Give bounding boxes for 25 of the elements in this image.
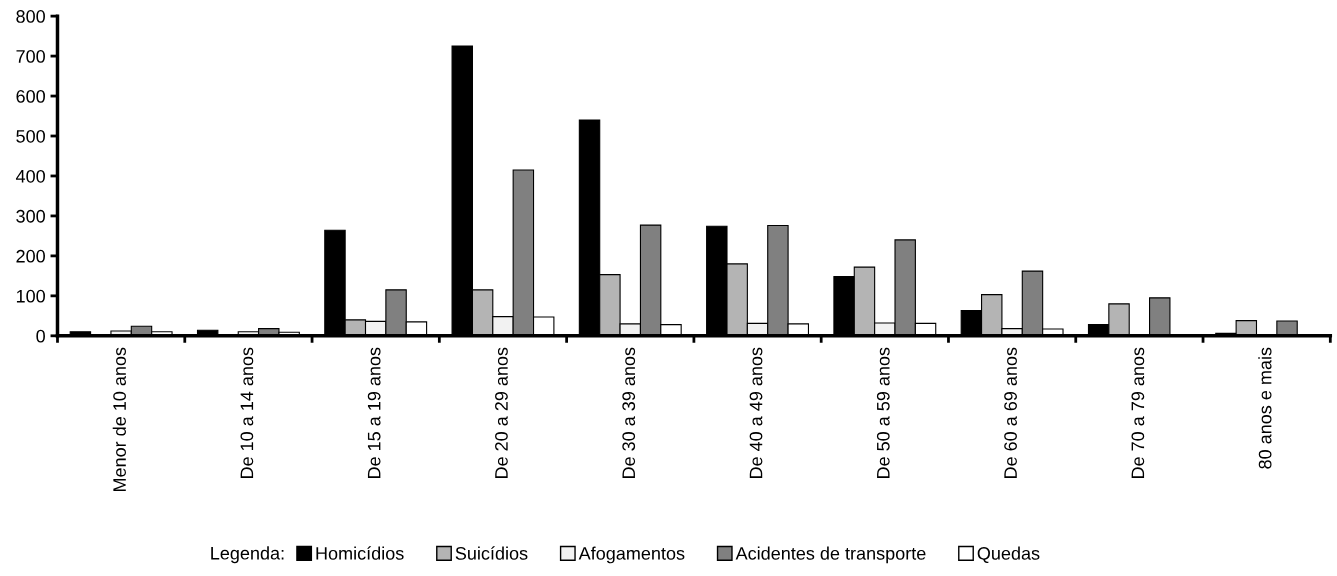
y-tick-label: 100 — [16, 289, 45, 303]
x-tick-label: De 30 a 39 anos — [622, 347, 636, 479]
legend-label: Afogamentos — [578, 546, 685, 564]
x-tick-label: Menor de 10 anos — [112, 347, 126, 492]
legend-label: Quedas — [977, 546, 1040, 564]
legend-label: Homicídios — [316, 546, 404, 560]
x-tick-label: De 15 a 19 anos — [367, 347, 381, 479]
x-tick-label: De 50 a 59 anos — [876, 347, 890, 479]
y-tick-label: 500 — [16, 129, 45, 143]
y-tick-label: 700 — [16, 50, 45, 63]
y-tick-label: 0 — [36, 329, 45, 343]
y-tick-label: 800 — [16, 10, 45, 23]
x-tick-label: De 60 a 69 anos — [1004, 347, 1017, 479]
y-tick-label: 600 — [16, 89, 45, 103]
y-tick-label: 200 — [16, 249, 45, 263]
x-tick-label: De 40 a 49 anos — [749, 347, 763, 479]
x-tick-label: 80 anos e mais — [1258, 347, 1272, 469]
x-tick-label: De 10 a 14 anos — [240, 347, 254, 479]
y-tick-label: 300 — [16, 209, 45, 223]
y-tick-label: 400 — [15, 169, 45, 183]
legend-label: Suicídios — [455, 546, 528, 560]
legend-label: Acidentes de transporte — [735, 546, 926, 564]
x-tick-label: De 70 a 79 anos — [1131, 347, 1145, 479]
x-tick-label: De 20 a 29 anos — [495, 347, 508, 479]
legend-title: Legenda: — [211, 546, 284, 564]
